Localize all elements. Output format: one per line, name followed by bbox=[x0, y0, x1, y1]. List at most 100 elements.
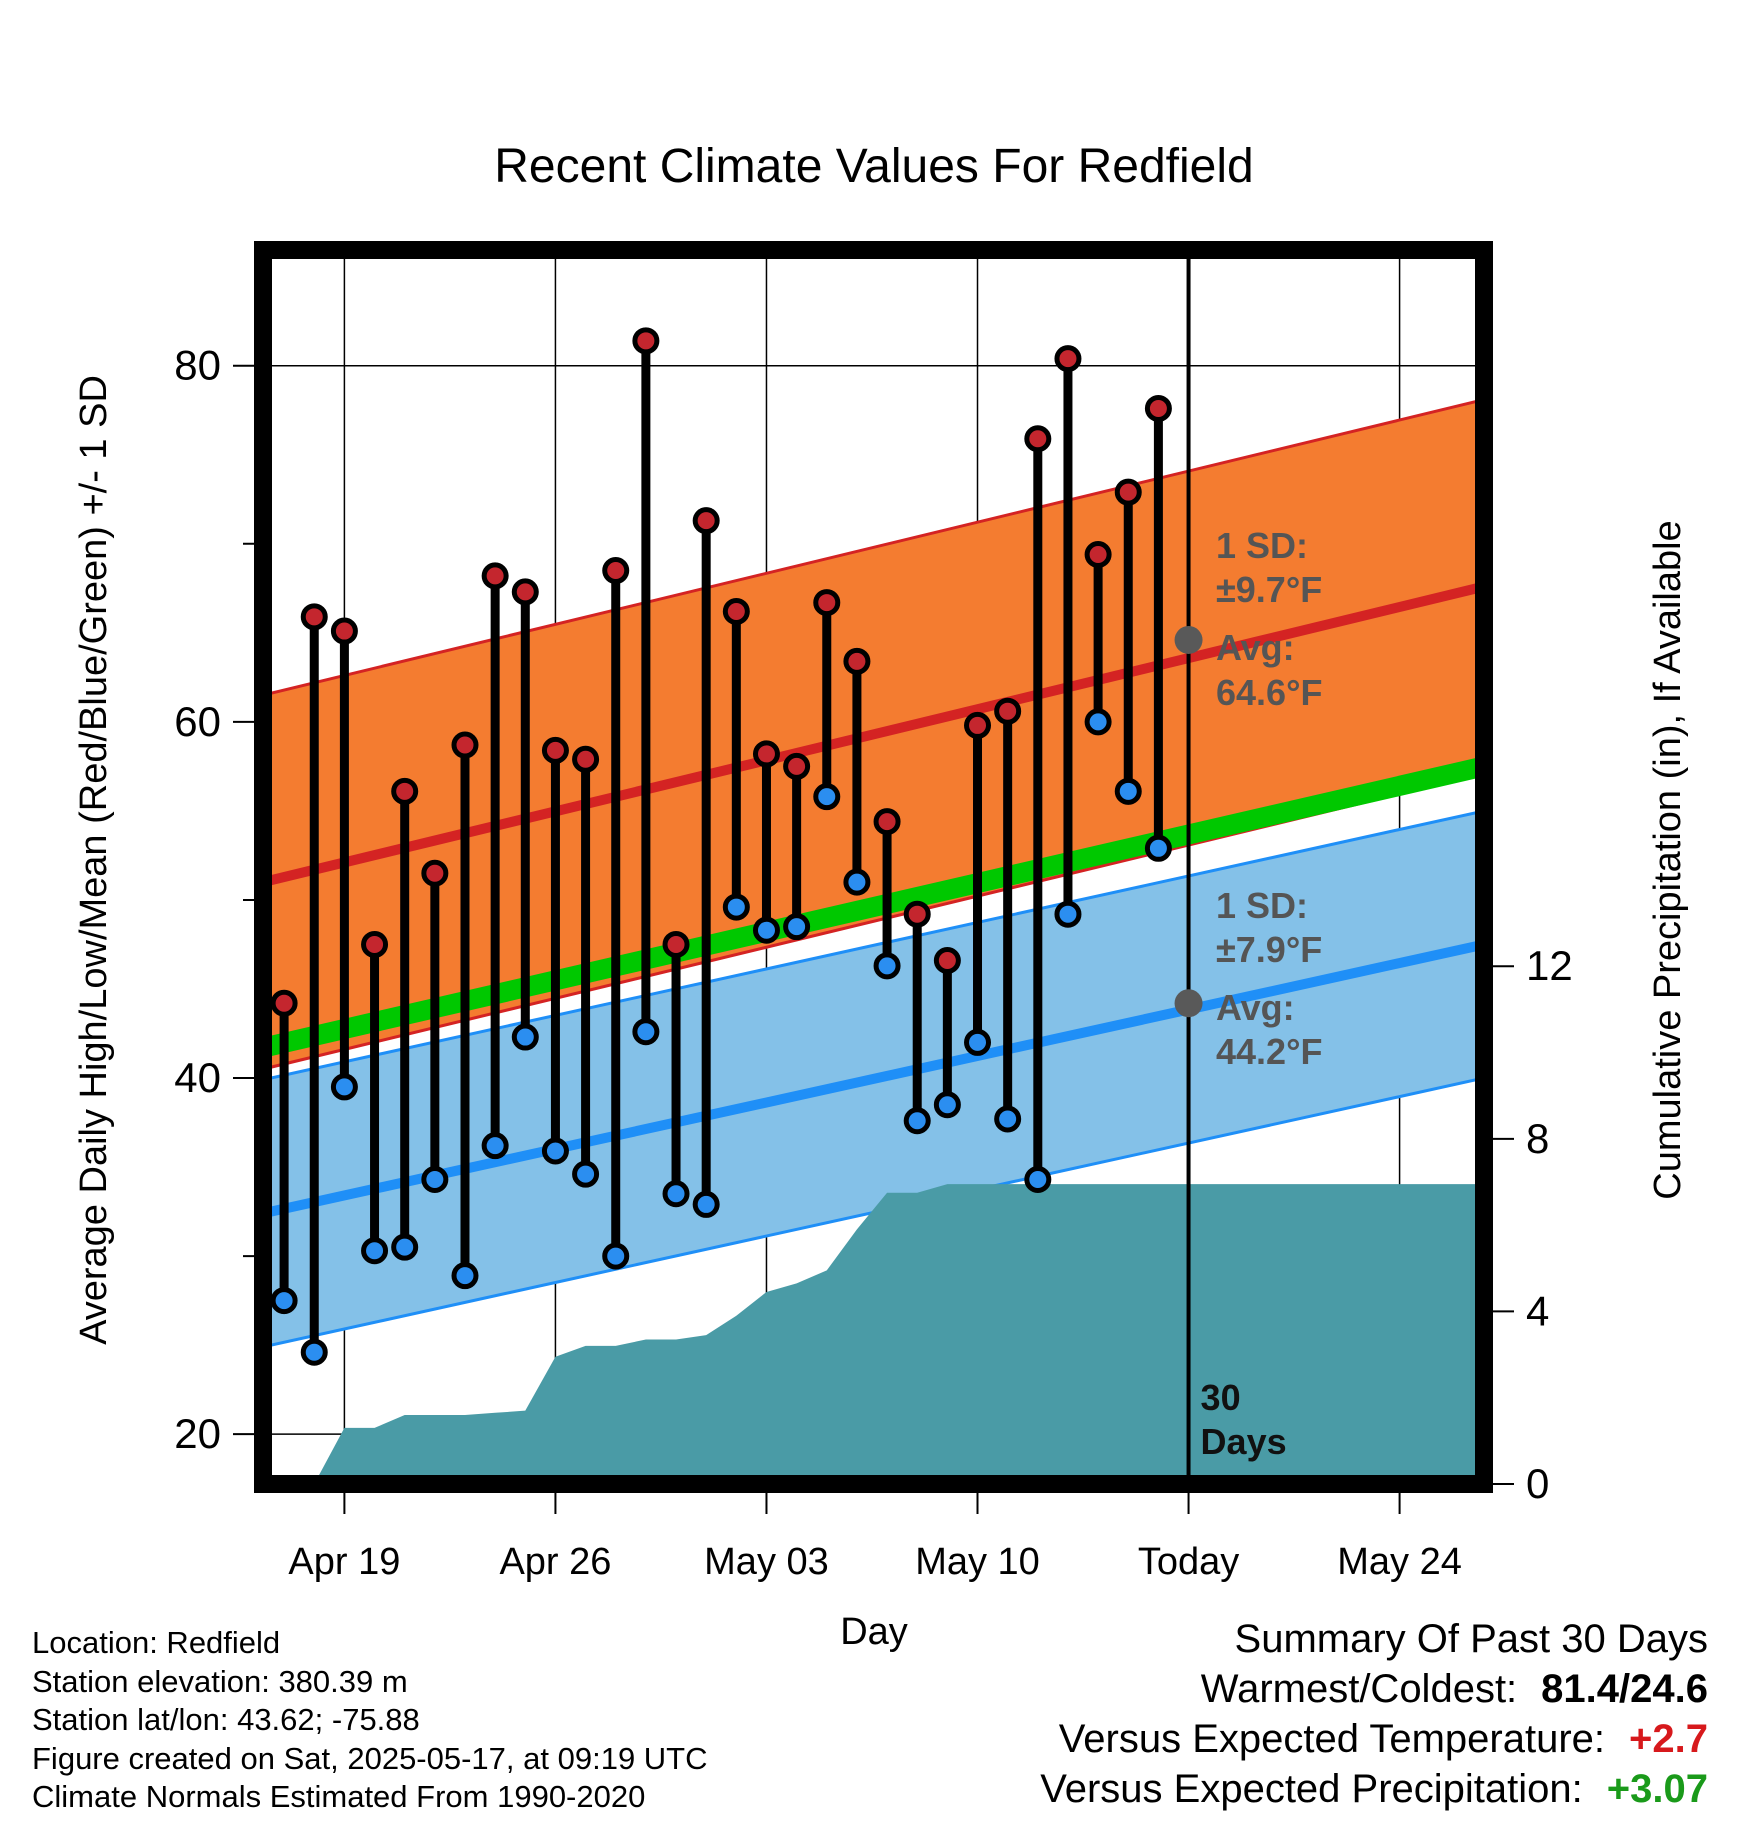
plot-frame bbox=[254, 241, 1493, 1493]
precipitation-area bbox=[314, 1184, 1484, 1484]
today-days-label: 30 Days bbox=[1201, 1377, 1287, 1462]
daily-observations bbox=[270, 327, 1172, 1366]
daily-low-point bbox=[572, 1160, 600, 1188]
daily-low-point bbox=[421, 1166, 449, 1194]
daily-low-point bbox=[451, 1262, 479, 1290]
low-sd-value: ±7.9°F bbox=[1216, 929, 1322, 970]
daily-high-point bbox=[602, 557, 630, 585]
precip-anomaly-label: Versus Expected Precipitation: bbox=[1040, 1767, 1583, 1811]
axes: 20 40 60 80 0 4 8 12 Apr 19 Apr 26 May 03 May 10 Tod… bbox=[174, 342, 1572, 1583]
precip-anomaly-value: +3.07 bbox=[1606, 1767, 1708, 1811]
today-days-label-line: Days bbox=[1201, 1421, 1287, 1462]
daily-high-point bbox=[933, 946, 961, 974]
daily-high-point bbox=[632, 327, 660, 355]
daily-high-point bbox=[481, 562, 509, 590]
high-sd-band-upper-edge bbox=[263, 398, 1484, 697]
y-tick-label: 40 bbox=[174, 1054, 221, 1101]
summary-warm-cold: Warmest/Coldest: 81.4/24.6 bbox=[1040, 1664, 1708, 1714]
latlon-text: Station lat/lon: 43.62; -75.88 bbox=[32, 1702, 420, 1737]
daily-high-point bbox=[1084, 540, 1112, 568]
daily-high-point bbox=[1024, 425, 1052, 453]
daily-low-point bbox=[994, 1105, 1022, 1133]
daily-low-point bbox=[873, 952, 901, 980]
daily-high-point bbox=[692, 507, 720, 535]
daily-low-point bbox=[511, 1023, 539, 1051]
chart-title: Recent Climate Values For Redfield bbox=[494, 140, 1253, 193]
daily-high-point bbox=[722, 597, 750, 625]
daily-high-point bbox=[1144, 394, 1172, 422]
high-sd-value: ±9.7°F bbox=[1216, 569, 1322, 610]
warm-cold-value: 81.4/24.6 bbox=[1541, 1667, 1708, 1711]
x-tick-label: Apr 26 bbox=[499, 1541, 611, 1583]
daily-high-point bbox=[752, 740, 780, 768]
daily-high-point bbox=[813, 589, 841, 617]
daily-high-point bbox=[391, 777, 419, 805]
daily-high-point bbox=[843, 647, 871, 675]
summary-precip: Versus Expected Precipitation: +3.07 bbox=[1040, 1764, 1708, 1814]
low-avg-label: Avg: bbox=[1216, 987, 1295, 1028]
daily-low-point bbox=[270, 1287, 298, 1315]
daily-high-point bbox=[903, 900, 931, 928]
daily-high-point bbox=[330, 617, 358, 645]
temp-anomaly-value: +2.7 bbox=[1629, 1717, 1708, 1761]
daily-low-point bbox=[361, 1237, 389, 1265]
low-avg-value: 44.2°F bbox=[1216, 1031, 1322, 1072]
location-text: Location: Redfield bbox=[32, 1625, 281, 1660]
warm-cold-label: Warmest/Coldest: bbox=[1200, 1667, 1518, 1711]
x-tick-label: May 10 bbox=[915, 1541, 1040, 1583]
daily-high-point bbox=[662, 930, 690, 958]
daily-low-point bbox=[933, 1091, 961, 1119]
daily-low-point bbox=[843, 868, 871, 896]
daily-high-point bbox=[270, 989, 298, 1017]
y2-tick-label: 8 bbox=[1526, 1115, 1549, 1162]
y2-tick-label: 12 bbox=[1526, 942, 1573, 989]
daily-high-point bbox=[964, 711, 992, 739]
low-sd-label: 1 SD: bbox=[1216, 885, 1308, 926]
daily-low-point bbox=[330, 1073, 358, 1101]
y-axis-label: Average Daily High/Low/Mean (Red/Blue/Gr… bbox=[73, 375, 115, 1345]
high-sd-label: 1 SD: bbox=[1216, 525, 1308, 566]
elevation-text: Station elevation: 380.39 m bbox=[32, 1663, 408, 1699]
x-axis-label: Day bbox=[840, 1611, 908, 1653]
high-avg-value: 64.6°F bbox=[1216, 672, 1322, 713]
x-tick-label: May 03 bbox=[704, 1541, 829, 1583]
y2-tick-label: 4 bbox=[1526, 1287, 1549, 1334]
daily-high-point bbox=[511, 578, 539, 606]
normals-text: Climate Normals Estimated From 1990-2020 bbox=[32, 1779, 646, 1814]
daily-low-point bbox=[1024, 1166, 1052, 1194]
today-marker: 30 Days bbox=[1174, 250, 1287, 1484]
daily-high-point bbox=[421, 859, 449, 887]
station-info: Location: Redfield Station elevation: 38… bbox=[32, 1624, 708, 1817]
daily-high-point bbox=[541, 736, 569, 764]
daily-high-point bbox=[451, 731, 479, 759]
today-high-normal-marker bbox=[1174, 625, 1203, 654]
today-days-label-line: 30 bbox=[1201, 1377, 1241, 1418]
daily-low-point bbox=[391, 1233, 419, 1261]
daily-low-point bbox=[783, 913, 811, 941]
daily-high-point bbox=[994, 697, 1022, 725]
summary-temp: Versus Expected Temperature: +2.7 bbox=[1040, 1714, 1708, 1764]
x-tick-label: Apr 19 bbox=[288, 1541, 400, 1583]
daily-high-point bbox=[300, 603, 328, 631]
normals-annotations: 1 SD: ±9.7°F Avg: 64.6°F 1 SD: ±7.9°F Av… bbox=[1216, 525, 1322, 1072]
normals-bands bbox=[263, 398, 1484, 1349]
daily-high-point bbox=[361, 930, 389, 958]
created-text: Figure created on Sat, 2025-05-17, at 09… bbox=[32, 1740, 708, 1776]
daily-low-point bbox=[602, 1242, 630, 1270]
daily-high-point bbox=[572, 745, 600, 773]
daily-low-point bbox=[1144, 834, 1172, 862]
daily-low-point bbox=[903, 1107, 931, 1135]
y2-tick-label: 0 bbox=[1526, 1460, 1549, 1507]
daily-low-point bbox=[481, 1132, 509, 1160]
daily-high-point bbox=[1114, 478, 1142, 506]
precipitation-area-fill bbox=[314, 1184, 1484, 1484]
daily-low-point bbox=[692, 1190, 720, 1218]
x-tick-label: Today bbox=[1138, 1541, 1239, 1583]
high-avg-label: Avg: bbox=[1216, 627, 1295, 668]
daily-high-point bbox=[783, 752, 811, 780]
daily-low-point bbox=[541, 1137, 569, 1165]
summary-panel: Summary Of Past 30 Days Warmest/Coldest:… bbox=[1040, 1614, 1708, 1814]
daily-low-point bbox=[300, 1338, 328, 1366]
daily-low-point bbox=[722, 893, 750, 921]
